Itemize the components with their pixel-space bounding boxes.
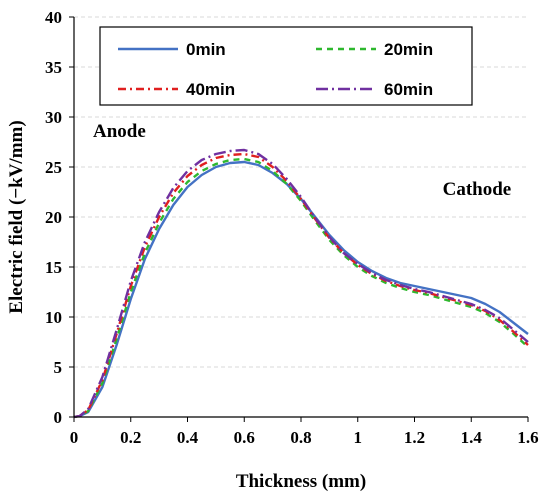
x-tick-label: 0.8 xyxy=(290,428,311,447)
x-tick-label: 0.2 xyxy=(120,428,141,447)
x-axis-title: Thickness (mm) xyxy=(236,471,366,492)
y-tick-label: 25 xyxy=(45,158,62,177)
legend: 0min 20min 40min 60min xyxy=(99,26,473,106)
x-tick-label: 0.4 xyxy=(177,428,199,447)
series-line-20min xyxy=(73,157,529,419)
y-tick-label: 5 xyxy=(54,358,63,377)
y-tick-label: 35 xyxy=(45,58,62,77)
legend-label-20min: 20min xyxy=(384,40,433,59)
annotations: Anode Cathode xyxy=(93,121,511,200)
x-tick-label: 0 xyxy=(70,428,79,447)
legend-label-40min: 40min xyxy=(186,80,235,99)
y-tick-label: 30 xyxy=(45,108,62,127)
legend-label-0min: 0min xyxy=(186,40,226,59)
legend-box xyxy=(99,26,473,106)
x-tick-label: 0.6 xyxy=(234,428,255,447)
annotation-cathode: Cathode xyxy=(443,179,512,200)
series-line-60min xyxy=(73,148,529,419)
y-tick-label: 10 xyxy=(45,308,62,327)
tick-labels: 0 0.2 0.4 0.6 0.8 1 1.2 1.4 1.6 0 5 10 15 20 25 30 35 40 xyxy=(45,8,539,447)
y-tick-label: 20 xyxy=(45,208,62,227)
y-tick-label: 15 xyxy=(45,258,62,277)
x-tick-label: 1.2 xyxy=(404,428,425,447)
annotation-anode: Anode xyxy=(93,121,146,142)
y-tick-label: 40 xyxy=(45,8,62,27)
x-tick-label: 1.4 xyxy=(461,428,483,447)
legend-label-60min: 60min xyxy=(384,80,433,99)
x-tick-label: 1.6 xyxy=(517,428,538,447)
series-lines xyxy=(73,148,529,419)
x-tick-label: 1 xyxy=(354,428,363,447)
y-axis-title: Electric field (−kV/mm) xyxy=(6,120,27,313)
y-tick-label: 0 xyxy=(54,408,63,427)
